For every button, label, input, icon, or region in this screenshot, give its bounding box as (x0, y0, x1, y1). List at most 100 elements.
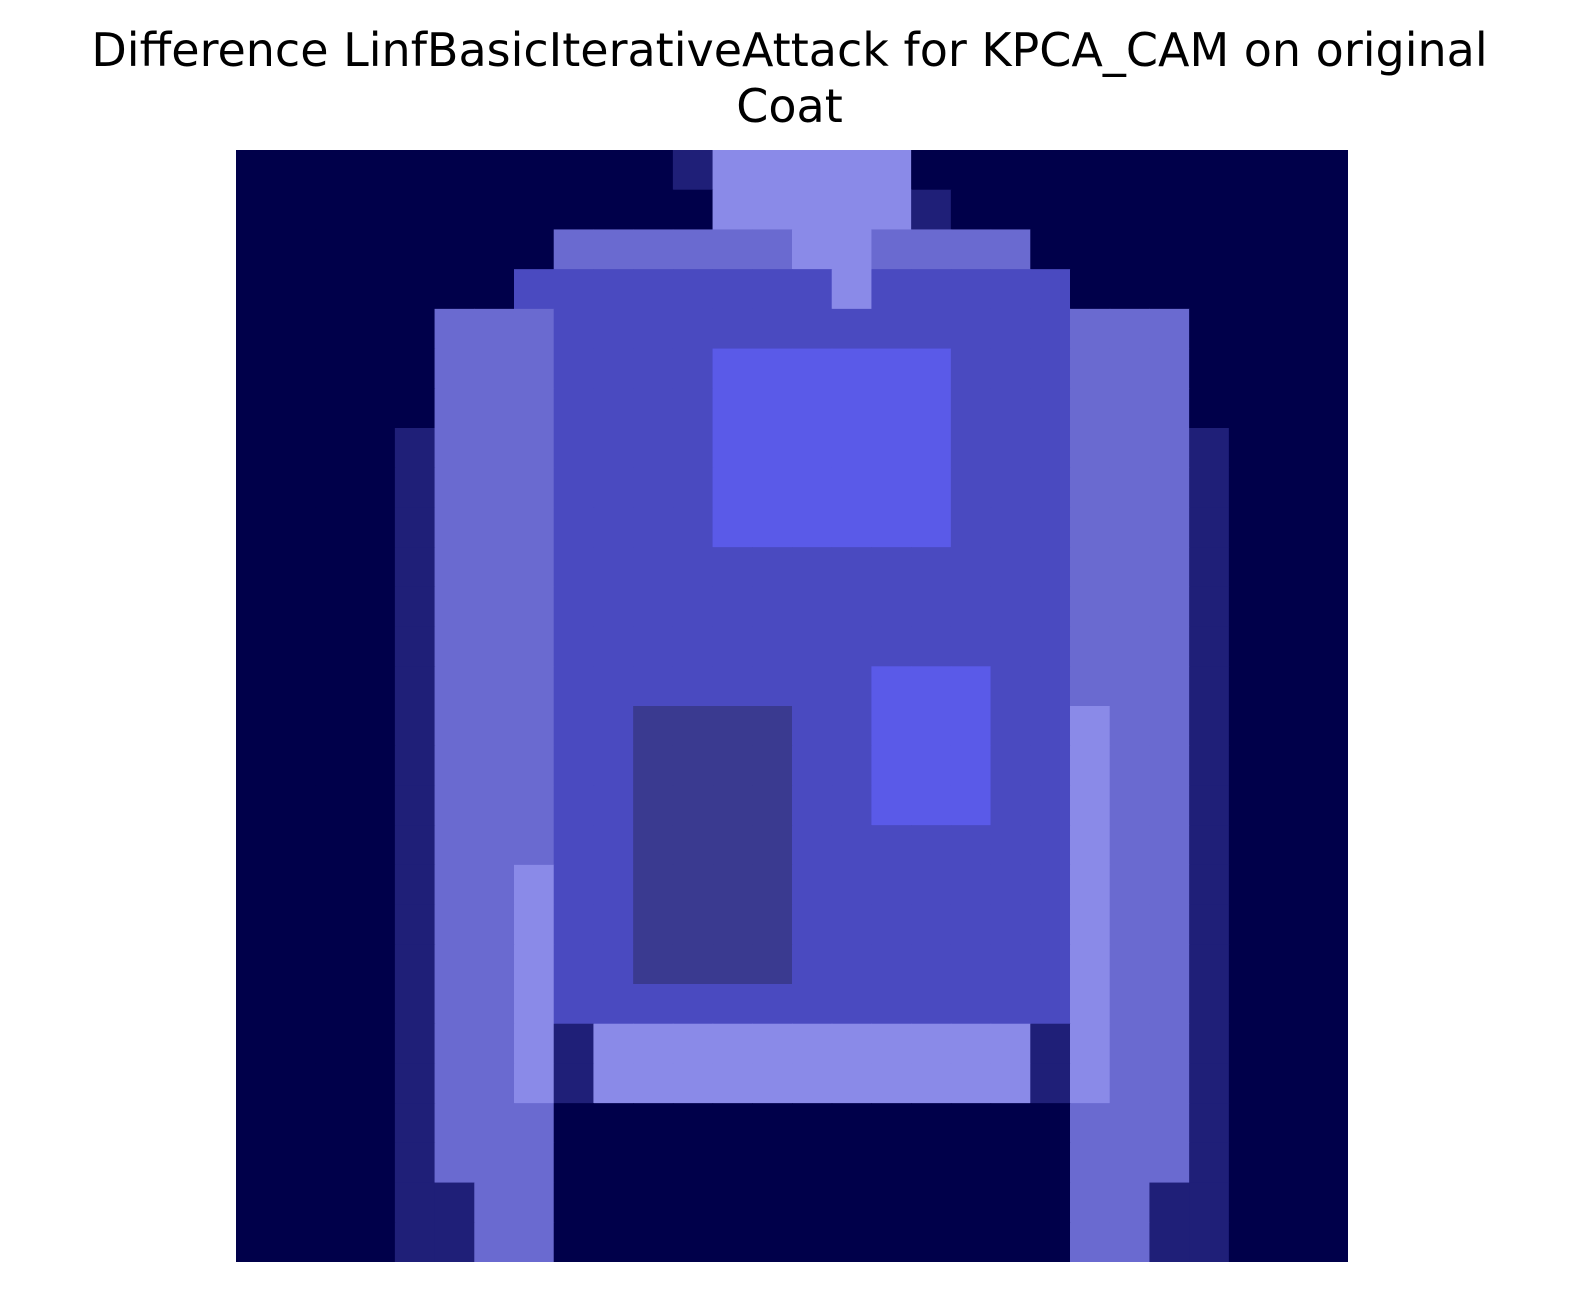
pixel-cell (1189, 189, 1230, 231)
pixel-cell (831, 706, 873, 747)
pixel-cell (831, 1103, 873, 1144)
pixel-cell (1268, 189, 1309, 231)
pixel-cell (990, 825, 1031, 866)
pixel-cell (553, 1222, 595, 1262)
pixel-cell (831, 984, 873, 1025)
pixel-cell (1030, 626, 1071, 667)
pixel-cell (712, 1063, 753, 1104)
pixel-cell (1228, 1182, 1270, 1223)
pixel-cell (1070, 1182, 1111, 1223)
pixel-cell (315, 348, 356, 389)
pixel-cell (1189, 388, 1230, 429)
pixel-cell (752, 507, 793, 548)
pixel-cell (1030, 984, 1071, 1025)
pixel-cell (950, 1103, 992, 1144)
pixel-cell (831, 547, 873, 588)
pixel-cell (633, 388, 674, 429)
pixel-cell (1268, 428, 1309, 469)
pixel-cell (1268, 388, 1309, 429)
pixel-cell (1268, 586, 1309, 628)
pixel-cell (474, 1063, 515, 1104)
pixel-cell (1189, 984, 1230, 1025)
pixel-cell (752, 1182, 793, 1223)
pixel-cell (236, 1182, 277, 1223)
pixel-cell (950, 745, 992, 787)
pixel-cell (633, 626, 674, 667)
pixel-cell (593, 785, 634, 826)
pixel-cell (553, 1182, 595, 1223)
pixel-cell (752, 1063, 793, 1104)
pixel-cell (911, 428, 952, 469)
pixel-cell (1228, 428, 1270, 469)
pixel-cell (1189, 1222, 1230, 1262)
pixel-cell (593, 1023, 634, 1065)
pixel-cell (315, 586, 356, 628)
pixel-cell (275, 745, 317, 787)
pixel-cell (1149, 467, 1190, 509)
pixel-cell (1030, 507, 1071, 548)
pixel-cell (394, 428, 436, 469)
pixel-cell (394, 507, 436, 548)
pixel-cell (990, 507, 1031, 548)
pixel-cell (355, 428, 396, 469)
pixel-cell (911, 626, 952, 667)
pixel-cell (950, 1063, 992, 1104)
pixel-cell (831, 1222, 873, 1262)
pixel-cell (752, 666, 793, 707)
pixel-cell (792, 626, 833, 667)
pixel-cell (831, 269, 873, 310)
pixel-cell (1228, 984, 1270, 1025)
pixel-cell (1228, 864, 1270, 906)
pixel-cell (1308, 348, 1348, 389)
pixel-cell (1149, 547, 1190, 588)
pixel-cell (950, 1222, 992, 1262)
pixel-cell (275, 308, 317, 350)
pixel-cell (1109, 269, 1151, 310)
pixel-cell (315, 467, 356, 509)
pixel-cell (394, 467, 436, 509)
pixel-cell (950, 547, 992, 588)
pixel-cell (355, 229, 396, 270)
pixel-cell (950, 666, 992, 707)
pixel-cell (1030, 706, 1071, 747)
pixel-cell (434, 1023, 475, 1065)
pixel-cell (950, 904, 992, 945)
pixel-cell (1109, 1103, 1151, 1144)
pixel-cell (792, 467, 833, 509)
pixel-cell (950, 308, 992, 350)
pixel-cell (1308, 269, 1348, 310)
pixel-cell (355, 150, 396, 191)
pixel-cell (633, 229, 674, 270)
pixel-cell (1189, 626, 1230, 667)
pixel-cell (355, 984, 396, 1025)
pixel-cell (792, 189, 833, 231)
pixel-cell (355, 1142, 396, 1184)
pixel-cell (752, 547, 793, 588)
pixel-cell (514, 467, 555, 509)
pixel-cell (990, 666, 1031, 707)
pixel-cell (315, 1023, 356, 1065)
pixel-cell (871, 1063, 912, 1104)
pixel-cell (950, 785, 992, 826)
pixel-cell (831, 229, 873, 270)
pixel-cell (1268, 1063, 1309, 1104)
pixel-cell (514, 308, 555, 350)
pixel-cell (236, 388, 277, 429)
pixel-cell (275, 825, 317, 866)
pixel-cell (236, 825, 277, 866)
pixel-cell (672, 189, 714, 231)
pixel-cell (553, 388, 595, 429)
pixel-cell (752, 944, 793, 985)
pixel-cell (1149, 189, 1190, 231)
pixel-cell (514, 1142, 555, 1184)
pixel-cell (1070, 984, 1111, 1025)
pixel-cell (831, 1023, 873, 1065)
pixel-cell (1030, 388, 1071, 429)
pixel-cell (514, 984, 555, 1025)
pixel-cell (593, 388, 634, 429)
pixel-cell (831, 1182, 873, 1223)
pixel-cell (712, 745, 753, 787)
pixel-cell (831, 586, 873, 628)
pixel-cell (236, 785, 277, 826)
pixel-cell (1070, 189, 1111, 231)
